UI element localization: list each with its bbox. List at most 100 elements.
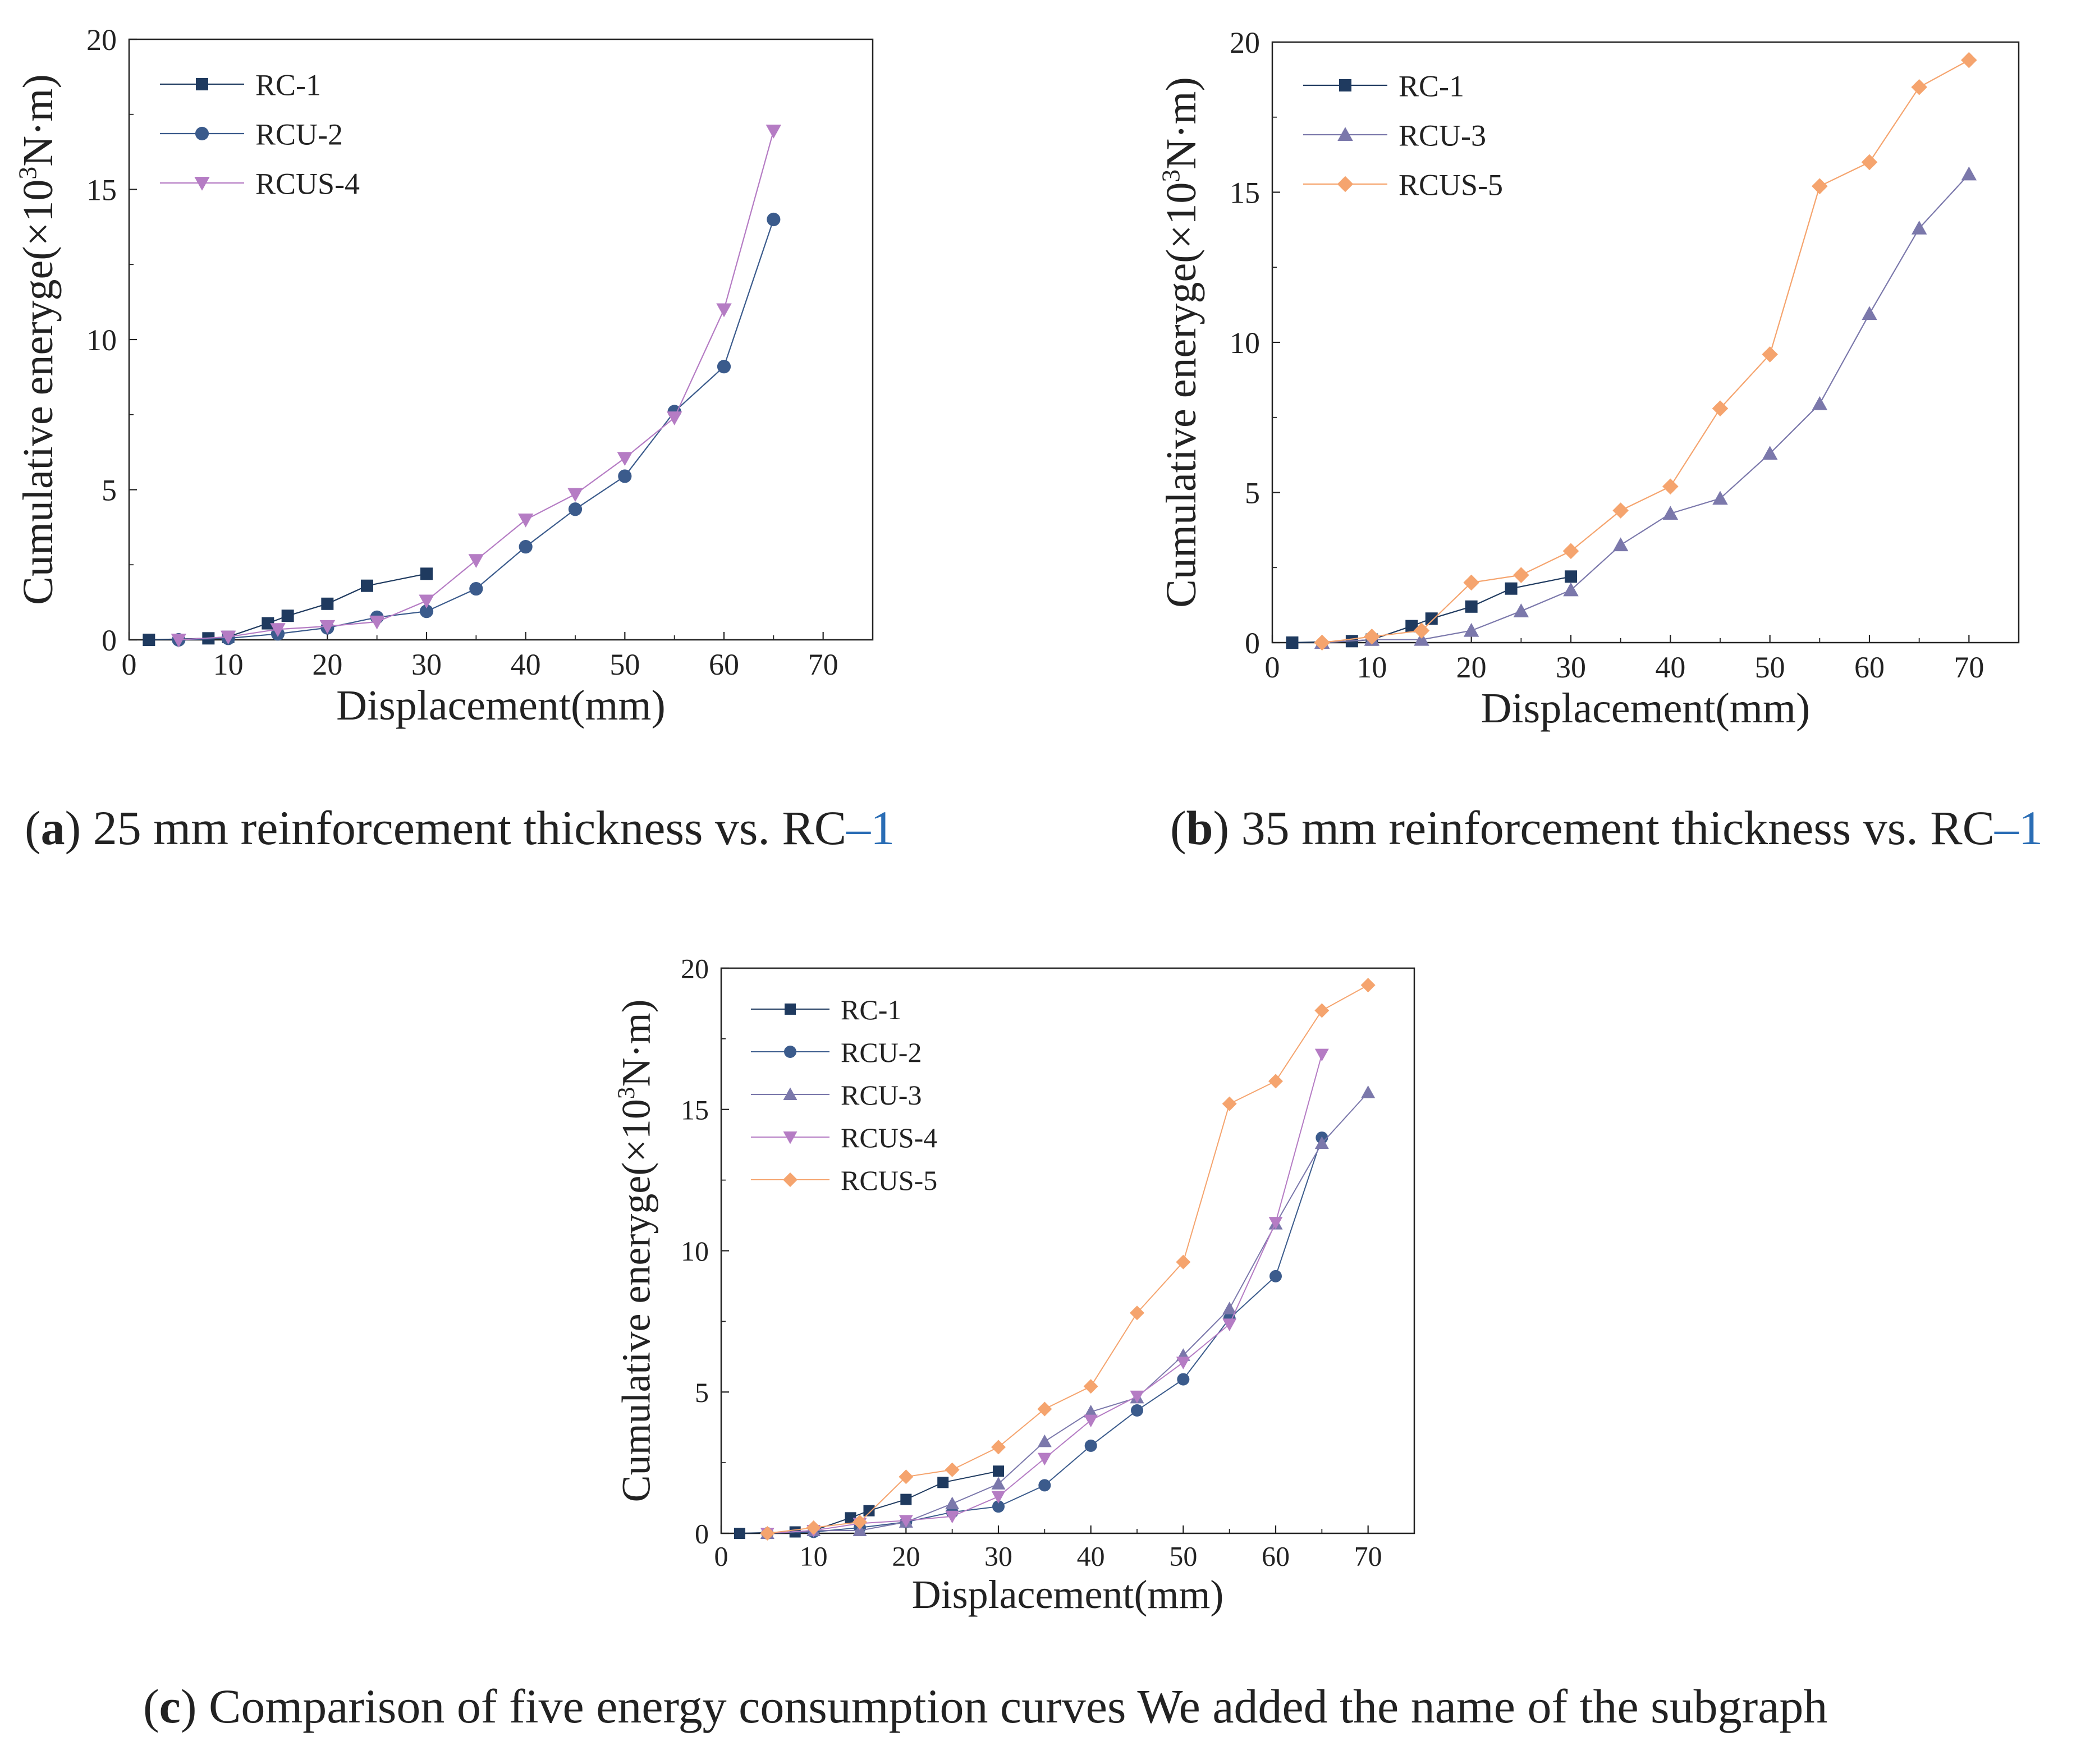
legend-label-c-RCUS-4: RCUS-4 — [841, 1122, 937, 1153]
data-point-a-RCUS-4-8 — [567, 488, 583, 502]
y-tick-label-a-15: 15 — [86, 173, 117, 207]
data-point-b-RCUS-5-10 — [1812, 178, 1828, 195]
legend-marker-b-RC-1 — [1339, 79, 1351, 91]
legend-label-b-RC-1: RC-1 — [1399, 69, 1464, 103]
data-point-a-RCU-2-6 — [469, 581, 483, 596]
legend-label-a-RCUS-4: RCUS-4 — [255, 167, 360, 200]
series-line-a-RCU-2 — [178, 219, 774, 641]
x-axis-title-a: Displacement(mm) — [336, 682, 666, 729]
legend-label-b-RCUS-5: RCUS-5 — [1399, 168, 1503, 201]
caption-a-text: ) 25 mm reinforcement thickness vs. RC — [65, 801, 847, 855]
data-point-b-RCU-3-13 — [1961, 166, 1977, 181]
caption-a: (a) 25 mm reinforcement thickness vs. RC… — [25, 800, 895, 856]
data-point-c-RCUS-5-5 — [991, 1440, 1006, 1455]
data-point-b-RCUS-5-7 — [1662, 478, 1679, 495]
x-tick-label-a-50: 50 — [609, 648, 640, 681]
data-point-c-RCUS-5-4 — [945, 1462, 960, 1477]
y-tick-label-b-5: 5 — [1245, 476, 1260, 510]
legend-marker-c-RCUS-5 — [783, 1172, 797, 1187]
data-point-c-RCUS-5-8 — [1130, 1305, 1144, 1321]
x-tick-label-b-40: 40 — [1655, 650, 1685, 684]
y-tick-label-b-20: 20 — [1230, 26, 1260, 59]
plot-frame-a — [128, 38, 874, 641]
data-point-b-RCU-3-4 — [1513, 603, 1529, 617]
data-point-a-RCUS-4-10 — [666, 411, 682, 425]
data-point-b-RCUS-5-4 — [1513, 567, 1529, 583]
data-point-a-RCUS-4-6 — [468, 554, 484, 568]
legend-label-b-RCU-3: RCU-3 — [1399, 118, 1486, 152]
legend-label-c-RCUS-5: RCUS-5 — [841, 1165, 937, 1196]
x-tick-label-a-40: 40 — [511, 648, 541, 681]
data-point-c-RCU-2-6 — [1038, 1479, 1051, 1492]
caption-b-link[interactable]: –1 — [1994, 801, 2043, 855]
x-tick-label-c-30: 30 — [984, 1541, 1012, 1572]
data-point-a-RC-1-4 — [281, 610, 294, 622]
legend-label-a-RC-1: RC-1 — [255, 68, 321, 102]
chart-panel-c: 0 10 20 30 40 50 60 70 0 5 10 15 20 Displacement(mm) C… — [561, 909, 1529, 1751]
data-point-a-RC-1-0 — [143, 634, 155, 646]
legend-marker-a-RCU-2 — [195, 126, 209, 141]
caption-b-letter: b — [1186, 801, 1213, 855]
data-point-c-RCUS-5-11 — [1268, 1074, 1283, 1089]
y-tick-label-c-5: 5 — [695, 1377, 709, 1408]
data-point-c-RCUS-5-6 — [1037, 1401, 1052, 1417]
x-tick-label-c-0: 0 — [714, 1541, 728, 1572]
series-markers-c-RCU-3 — [760, 1085, 1376, 1539]
data-point-c-RCUS-5-10 — [1222, 1096, 1237, 1111]
data-point-c-RCU-2-11 — [1269, 1270, 1282, 1282]
x-tick-label-a-0: 0 — [122, 648, 137, 681]
data-point-a-RC-1-6 — [361, 579, 373, 592]
series-line-c-RCU-3 — [767, 1092, 1369, 1534]
legend-marker-c-RC-1 — [785, 1004, 796, 1015]
caption-b-text: ) 35 mm reinforcement thickness vs. RC — [1213, 801, 1995, 855]
legend-marker-b-RCUS-5 — [1337, 176, 1354, 193]
data-point-c-RCUS-5-12 — [1314, 1003, 1330, 1018]
data-point-c-RCUS-4-6 — [1037, 1453, 1052, 1466]
data-point-c-RCU-3-7 — [1084, 1404, 1098, 1418]
legend-marker-a-RC-1 — [196, 78, 208, 90]
caption-c-letter: c — [159, 1679, 181, 1733]
caption-b-open: ( — [1170, 801, 1186, 855]
data-point-c-RC-1-0 — [734, 1528, 745, 1539]
y-axis-title-b: Cumulative eneryge(×103N·m) — [1156, 77, 1205, 608]
data-point-b-RC-1-0 — [1286, 636, 1299, 649]
data-point-c-RCUS-4-12 — [1314, 1048, 1329, 1062]
data-point-c-RCU-3-4 — [945, 1496, 960, 1510]
data-point-a-RC-1-5 — [321, 597, 334, 610]
data-point-b-RCUS-5-11 — [1861, 154, 1878, 171]
y-tick-label-c-20: 20 — [681, 953, 709, 984]
series-line-a-RC-1 — [149, 573, 427, 641]
x-tick-label-b-30: 30 — [1556, 650, 1586, 684]
data-point-a-RCUS-4-1 — [220, 630, 236, 645]
y-tick-label-a-10: 10 — [86, 323, 117, 357]
chart-c-svg: 0 10 20 30 40 50 60 7005101520Displacement(mm)C… — [613, 953, 1415, 1617]
data-point-b-RCUS-5-8 — [1712, 400, 1729, 416]
x-tick-label-c-70: 70 — [1354, 1541, 1382, 1572]
caption-a-link[interactable]: –1 — [846, 801, 895, 855]
series-markers-a-RCUS-4 — [171, 125, 782, 648]
data-point-b-RCUS-5-5 — [1562, 543, 1579, 560]
data-point-c-RC-1-4 — [863, 1505, 875, 1516]
data-point-a-RCU-2-12 — [767, 212, 781, 227]
data-point-b-RCU-3-8 — [1712, 491, 1728, 505]
data-point-c-RC-1-7 — [993, 1465, 1004, 1477]
series-line-b-RCU-3 — [1322, 173, 1970, 644]
data-point-c-RCUS-5-0 — [760, 1526, 775, 1541]
data-point-c-RCU-3-5 — [991, 1477, 1006, 1490]
x-tick-label-b-0: 0 — [1265, 650, 1280, 684]
caption-a-letter: a — [40, 801, 65, 855]
data-point-a-RCUS-4-2 — [270, 623, 286, 638]
x-tick-label-c-60: 60 — [1262, 1541, 1290, 1572]
data-point-b-RCU-3-5 — [1563, 582, 1579, 597]
data-point-c-RCU-2-5 — [992, 1500, 1005, 1513]
data-point-c-RCU-2-8 — [1131, 1404, 1143, 1417]
data-point-b-RC-1-5 — [1465, 600, 1478, 613]
legend-marker-c-RCU-2 — [784, 1046, 796, 1058]
x-tick-label-b-50: 50 — [1755, 650, 1785, 684]
data-point-a-RCUS-4-4 — [369, 615, 385, 630]
series-line-b-RCUS-5 — [1322, 59, 1969, 644]
data-point-a-RCUS-4-12 — [766, 125, 782, 139]
y-tick-label-a-20: 20 — [86, 23, 117, 57]
series-markers-b-RCU-3 — [1314, 166, 1977, 649]
series-line-c-RCU-2 — [767, 1137, 1323, 1534]
